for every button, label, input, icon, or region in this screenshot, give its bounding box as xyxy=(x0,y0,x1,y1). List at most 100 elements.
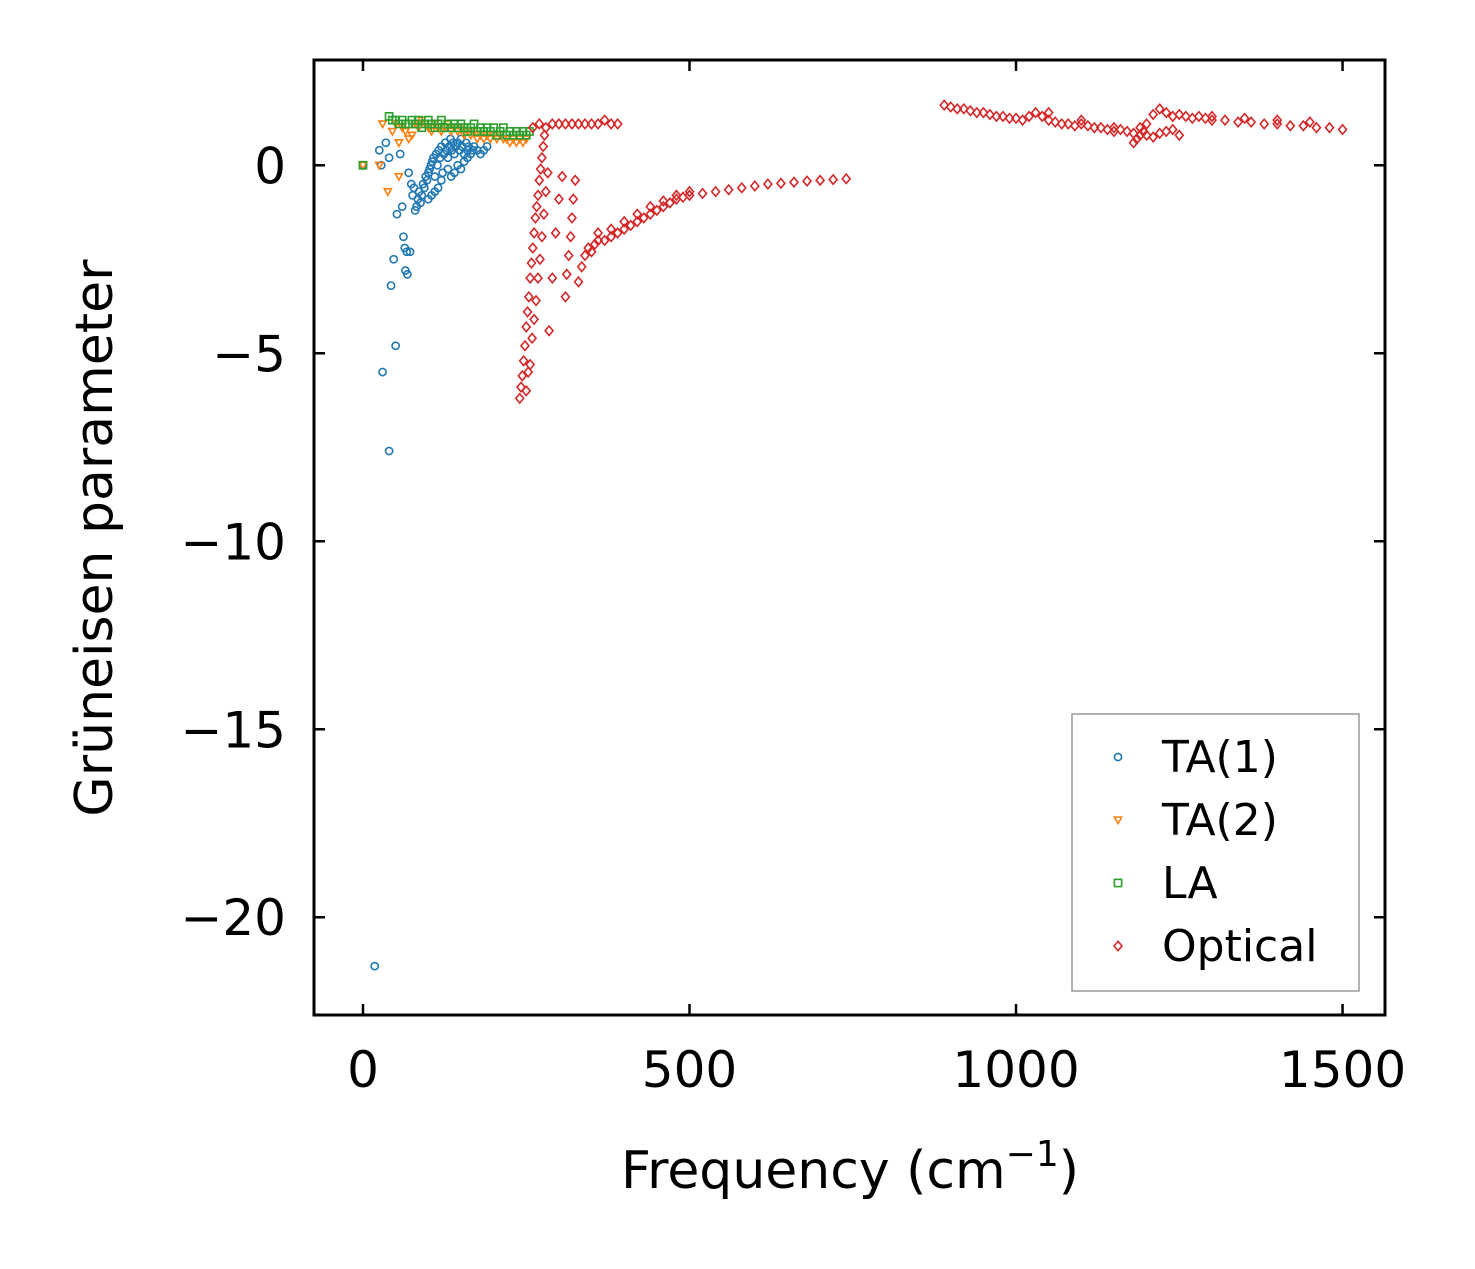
data-point-optical xyxy=(997,110,1008,123)
data-point-optical xyxy=(612,227,623,239)
y-tick-label: −15 xyxy=(180,701,286,759)
data-point-optical xyxy=(576,260,587,273)
data-point-optical xyxy=(606,223,617,236)
data-point-ta1 xyxy=(392,209,402,219)
data-point-ta1 xyxy=(399,232,408,242)
data-point-optical xyxy=(1285,119,1296,132)
data-point-optical xyxy=(1154,102,1165,115)
data-point-optical xyxy=(1206,110,1217,123)
data-point-optical xyxy=(516,381,527,394)
data-point-optical xyxy=(991,110,1002,123)
data-point-optical xyxy=(710,185,721,198)
legend-label-ta2: TA(2) xyxy=(1161,795,1278,846)
data-point-optical xyxy=(1239,112,1250,125)
data-point-optical xyxy=(658,195,669,207)
data-point-ta1 xyxy=(384,153,394,163)
data-point-ta1 xyxy=(370,961,380,971)
series-la xyxy=(358,111,534,170)
data-point-ta1 xyxy=(443,164,453,174)
x-tick-label: 500 xyxy=(642,1041,737,1099)
y-tick-label: −10 xyxy=(180,513,286,571)
data-point-optical xyxy=(1089,121,1100,134)
data-point-optical xyxy=(534,117,545,130)
data-point-optical xyxy=(606,230,617,243)
data-point-optical xyxy=(570,174,581,187)
data-point-optical xyxy=(671,189,682,202)
data-point-optical xyxy=(523,366,534,378)
data-point-optical xyxy=(538,208,549,221)
data-point-optical xyxy=(539,129,550,142)
data-point-optical xyxy=(566,117,577,130)
data-point-optical xyxy=(540,185,551,198)
data-point-optical xyxy=(544,324,555,337)
data-point-optical xyxy=(775,177,786,190)
data-point-ta1 xyxy=(430,172,440,181)
series-optical xyxy=(514,99,1348,405)
data-point-optical xyxy=(573,275,584,288)
data-point-ta2 xyxy=(387,127,398,137)
data-point-optical xyxy=(762,178,773,190)
data-point-optical xyxy=(815,174,826,187)
data-point-ta1 xyxy=(423,194,433,204)
data-point-optical xyxy=(788,176,799,189)
data-point-optical xyxy=(841,172,852,185)
data-point-optical xyxy=(517,369,528,382)
y-tick-label: −5 xyxy=(212,325,286,383)
data-point-optical xyxy=(523,290,534,303)
data-point-optical xyxy=(532,189,544,202)
data-point-ta1 xyxy=(468,145,478,155)
data-point-optical xyxy=(606,117,617,130)
data-point-ta2 xyxy=(393,172,404,182)
data-point-optical xyxy=(1122,125,1133,138)
data-point-optical xyxy=(1076,114,1087,127)
data-point-optical xyxy=(619,215,630,228)
data-point-optical xyxy=(1043,114,1054,127)
data-point-optical xyxy=(1108,121,1119,134)
data-point-optical xyxy=(1141,129,1152,142)
data-point-optical xyxy=(1219,114,1231,127)
legend-marker-la xyxy=(1113,878,1123,888)
data-point-optical xyxy=(802,175,813,187)
data-point-ta1 xyxy=(423,168,433,178)
data-point-optical xyxy=(522,305,533,318)
data-point-optical xyxy=(1063,117,1074,130)
data-point-optical xyxy=(547,272,558,284)
data-point-optical xyxy=(557,170,568,183)
data-point-optical xyxy=(1174,108,1185,121)
data-point-ta2 xyxy=(377,120,388,130)
data-point-optical xyxy=(1311,121,1322,134)
data-point-optical xyxy=(1128,136,1139,149)
data-point-optical xyxy=(531,200,542,213)
data-point-optical xyxy=(514,392,525,405)
axes-layer: 0 500 1000 1500 0 −5 −10 −15 −20 xyxy=(180,58,1406,1099)
data-point-optical xyxy=(527,121,538,134)
x-axis-label: Frequency (cm−1) xyxy=(621,1134,1079,1201)
data-point-ta1 xyxy=(417,190,427,200)
data-point-ta2 xyxy=(485,135,496,145)
data-point-optical xyxy=(684,185,695,198)
data-point-optical xyxy=(1082,119,1093,132)
data-point-optical xyxy=(538,140,549,153)
data-point-optical xyxy=(645,208,656,221)
data-point-ta1 xyxy=(395,149,405,159)
data-point-ta1 xyxy=(463,153,472,163)
data-point-ta2 xyxy=(478,135,489,145)
data-point-ta1 xyxy=(433,160,442,170)
data-point-ta1 xyxy=(386,281,396,290)
data-point-ta1 xyxy=(404,168,414,178)
data-point-optical xyxy=(1135,129,1146,142)
legend-marker-ta2 xyxy=(1113,816,1123,826)
data-point-ta2 xyxy=(518,139,528,148)
data-point-ta2 xyxy=(403,135,414,145)
data-point-optical xyxy=(542,166,553,179)
data-point-optical xyxy=(565,230,576,243)
data-point-optical xyxy=(749,180,760,192)
data-point-ta1 xyxy=(405,247,415,257)
data-point-optical xyxy=(593,234,604,247)
data-point-ta1 xyxy=(374,145,384,155)
data-point-optical xyxy=(527,332,538,345)
data-point-ta2 xyxy=(374,161,385,171)
data-point-optical xyxy=(697,187,708,200)
data-point-ta1 xyxy=(482,142,492,151)
